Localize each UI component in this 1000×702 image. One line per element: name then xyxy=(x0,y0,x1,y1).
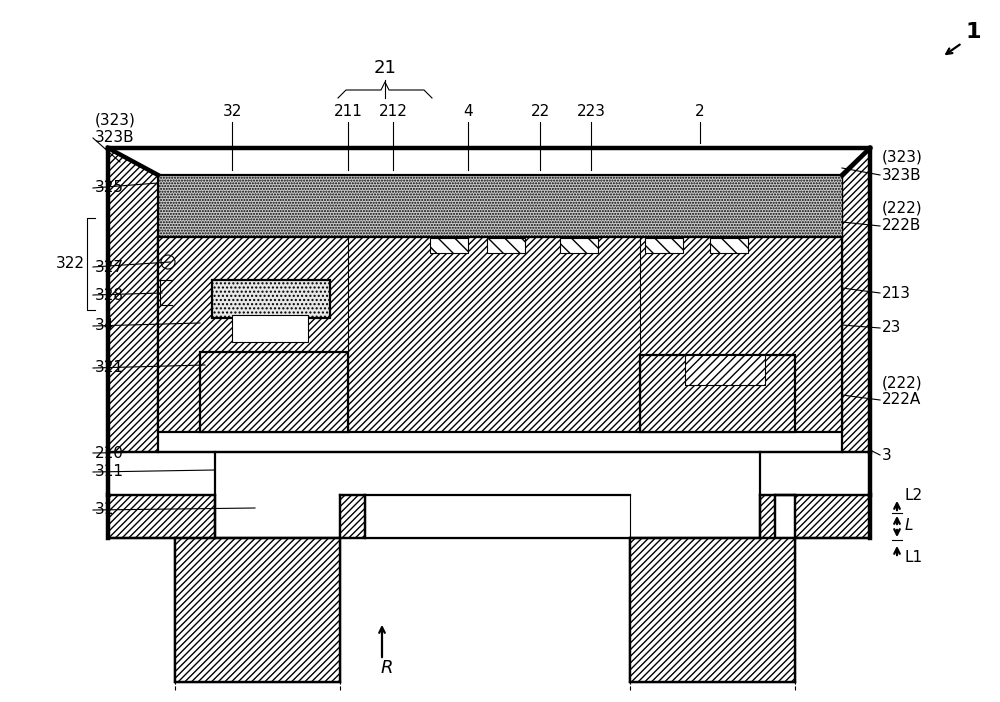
Bar xyxy=(158,175,842,237)
Text: 32: 32 xyxy=(222,105,242,119)
Polygon shape xyxy=(640,355,795,432)
Polygon shape xyxy=(158,237,842,432)
Text: L: L xyxy=(905,517,914,533)
Text: 311: 311 xyxy=(95,465,124,479)
Text: 322: 322 xyxy=(56,256,85,272)
Text: 3: 3 xyxy=(882,447,892,463)
Text: 325: 325 xyxy=(95,180,124,195)
Bar xyxy=(560,238,598,253)
Text: L1: L1 xyxy=(905,550,923,566)
Text: (222): (222) xyxy=(882,201,923,216)
Text: 323B: 323B xyxy=(882,168,922,183)
Polygon shape xyxy=(842,148,870,452)
Text: 22: 22 xyxy=(530,105,550,119)
Text: L2: L2 xyxy=(905,487,923,503)
Text: 2: 2 xyxy=(695,105,705,119)
Text: 222B: 222B xyxy=(882,218,921,234)
Bar xyxy=(645,238,683,253)
Text: R: R xyxy=(381,659,393,677)
Text: 4: 4 xyxy=(463,105,473,119)
Text: 210: 210 xyxy=(95,446,124,461)
Text: 213: 213 xyxy=(882,286,911,300)
Bar xyxy=(685,355,765,385)
Polygon shape xyxy=(108,495,365,682)
Text: 328: 328 xyxy=(95,288,124,303)
Bar xyxy=(710,238,748,253)
Text: (323): (323) xyxy=(95,112,136,128)
Polygon shape xyxy=(175,538,340,682)
Text: (222): (222) xyxy=(882,376,923,390)
Text: 211: 211 xyxy=(334,105,362,119)
Text: 212: 212 xyxy=(379,105,407,119)
Polygon shape xyxy=(630,538,795,682)
Bar xyxy=(212,280,330,318)
Text: 321: 321 xyxy=(95,361,124,376)
Bar xyxy=(430,238,468,253)
Text: 223: 223 xyxy=(576,105,606,119)
Text: 327: 327 xyxy=(95,260,124,274)
Text: 23: 23 xyxy=(882,321,901,336)
Text: 323B: 323B xyxy=(95,131,135,145)
Polygon shape xyxy=(108,148,158,452)
Bar xyxy=(232,315,308,342)
Bar xyxy=(487,238,525,253)
Text: (323): (323) xyxy=(882,150,923,164)
Text: 21: 21 xyxy=(374,59,396,77)
Polygon shape xyxy=(200,352,348,432)
Text: 1: 1 xyxy=(965,22,980,42)
Polygon shape xyxy=(630,495,870,682)
Text: 34: 34 xyxy=(95,319,114,333)
Text: 222A: 222A xyxy=(882,392,921,407)
Text: 31: 31 xyxy=(95,503,114,517)
